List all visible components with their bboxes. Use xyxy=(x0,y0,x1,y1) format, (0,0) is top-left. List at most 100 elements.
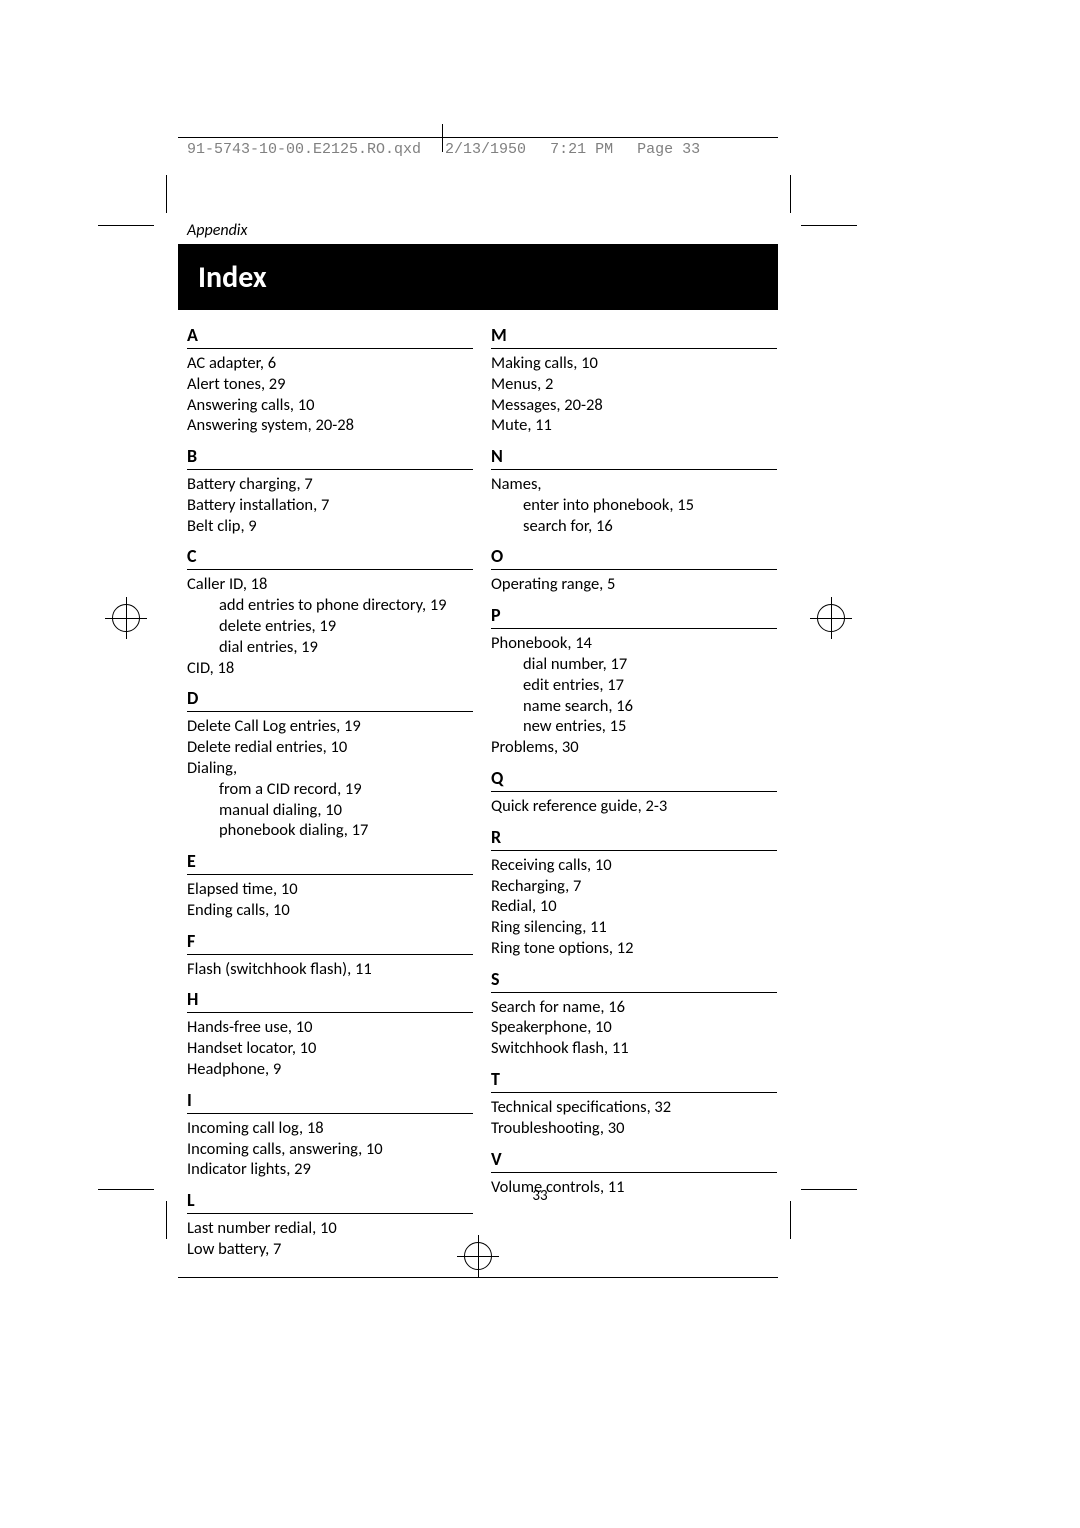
index-entry: phonebook dialing, 17 xyxy=(187,820,473,841)
divider xyxy=(491,628,777,629)
crop-mark xyxy=(790,175,791,213)
index-entry: enter into phonebook, 15 xyxy=(491,495,777,516)
index-letter: Q xyxy=(491,767,777,789)
index-entry: Mute, 11 xyxy=(491,415,777,436)
index-entries: Flash (switchhook flash), 11 xyxy=(187,959,473,980)
index-letter: V xyxy=(491,1148,777,1170)
index-entry: Ring silencing, 11 xyxy=(491,917,777,938)
index-entry: Elapsed time, 10 xyxy=(187,879,473,900)
section-label: Appendix xyxy=(187,221,247,240)
crop-mark xyxy=(442,124,443,152)
index-letter: B xyxy=(187,445,473,467)
index-entry: Problems, 30 xyxy=(491,737,777,758)
index-entries: Delete Call Log entries, 19Delete redial… xyxy=(187,716,473,841)
index-right-column: M Making calls, 10Menus, 2Messages, 20-28… xyxy=(491,324,777,1260)
index-entries: Quick reference guide, 2-3 xyxy=(491,796,777,817)
index-entry: Speakerphone, 10 xyxy=(491,1017,777,1038)
index-entry: Answering calls, 10 xyxy=(187,395,473,416)
crop-mark xyxy=(790,1201,791,1239)
index-entry: Names, xyxy=(491,474,777,495)
divider xyxy=(187,954,473,955)
index-letter: D xyxy=(187,687,473,709)
index-entry: Answering system, 20-28 xyxy=(187,415,473,436)
index-entry: Quick reference guide, 2-3 xyxy=(491,796,777,817)
index-entry: Troubleshooting, 30 xyxy=(491,1118,777,1139)
index-entry: Ending calls, 10 xyxy=(187,900,473,921)
divider xyxy=(187,711,473,712)
index-entry: Incoming call log, 18 xyxy=(187,1118,473,1139)
index-entry: Battery charging, 7 xyxy=(187,474,473,495)
index-entry: AC adapter, 6 xyxy=(187,353,473,374)
index-letter: H xyxy=(187,988,473,1010)
divider xyxy=(187,1213,473,1214)
index-entries: Names,enter into phonebook, 15search for… xyxy=(491,474,777,536)
index-letter: A xyxy=(187,324,473,346)
index-letter: O xyxy=(491,545,777,567)
index-entries: Making calls, 10Menus, 2Messages, 20-28M… xyxy=(491,353,777,436)
index-entry: Battery installation, 7 xyxy=(187,495,473,516)
index-entry: delete entries, 19 xyxy=(187,616,473,637)
print-time: 7:21 PM xyxy=(550,141,613,158)
page-title: Index xyxy=(198,259,267,296)
index-entry: manual dialing, 10 xyxy=(187,800,473,821)
index-entries: Last number redial, 10Low battery, 7 xyxy=(187,1218,473,1260)
divider xyxy=(491,1092,777,1093)
crop-mark xyxy=(166,1201,167,1239)
index-entry: CID, 18 xyxy=(187,658,473,679)
index-entry: Flash (switchhook flash), 11 xyxy=(187,959,473,980)
index-letter: S xyxy=(491,968,777,990)
divider xyxy=(491,348,777,349)
index-entry: new entries, 15 xyxy=(491,716,777,737)
index-letter: P xyxy=(491,604,777,626)
divider xyxy=(187,348,473,349)
index-letter: M xyxy=(491,324,777,346)
index-entry: Redial, 10 xyxy=(491,896,777,917)
index-entry: Hands-free use, 10 xyxy=(187,1017,473,1038)
divider xyxy=(491,569,777,570)
divider xyxy=(491,992,777,993)
page-number: 33 xyxy=(0,1187,1080,1205)
crop-mark xyxy=(126,597,127,639)
print-preview-header: 91-5743-10-00.E2125.RO.qxd 2/13/1950 7:2… xyxy=(187,141,700,158)
index-entry: search for, 16 xyxy=(491,516,777,537)
index-left-column: A AC adapter, 6Alert tones, 29Answering c… xyxy=(187,324,473,1260)
index-entry: dial entries, 19 xyxy=(187,637,473,658)
index-entry: Technical specifications, 32 xyxy=(491,1097,777,1118)
index-entries: Phonebook, 14dial number, 17edit entries… xyxy=(491,633,777,758)
index-entries: Incoming call log, 18Incoming calls, ans… xyxy=(187,1118,473,1180)
divider xyxy=(187,1012,473,1013)
index-entry: Caller ID, 18 xyxy=(187,574,473,595)
index-entry: Headphone, 9 xyxy=(187,1059,473,1080)
index-entry: Switchhook flash, 11 xyxy=(491,1038,777,1059)
index-entries: Search for name, 16Speakerphone, 10Switc… xyxy=(491,997,777,1059)
divider xyxy=(187,469,473,470)
index-entry: Delete redial entries, 10 xyxy=(187,737,473,758)
index-letter: N xyxy=(491,445,777,467)
index-entry: from a CID record, 19 xyxy=(187,779,473,800)
index-letter: R xyxy=(491,826,777,848)
index-entries: AC adapter, 6Alert tones, 29Answering ca… xyxy=(187,353,473,436)
divider xyxy=(187,874,473,875)
print-filename: 91-5743-10-00.E2125.RO.qxd xyxy=(187,141,421,158)
index-entry: edit entries, 17 xyxy=(491,675,777,696)
index-entry: Making calls, 10 xyxy=(491,353,777,374)
index-letter: E xyxy=(187,850,473,872)
index-entry: Phonebook, 14 xyxy=(491,633,777,654)
title-bar: Index xyxy=(178,244,778,310)
index-entry: Incoming calls, answering, 10 xyxy=(187,1139,473,1160)
index-entry: Alert tones, 29 xyxy=(187,374,473,395)
crop-mark xyxy=(831,597,832,639)
print-pageinfo: Page 33 xyxy=(637,141,700,158)
index-entry: Dialing, xyxy=(187,758,473,779)
index-entry: Indicator lights, 29 xyxy=(187,1159,473,1180)
index-entry: Belt clip, 9 xyxy=(187,516,473,537)
index-entry: Messages, 20-28 xyxy=(491,395,777,416)
index-entry: Operating range, 5 xyxy=(491,574,777,595)
crop-mark xyxy=(98,225,154,226)
index-entries: Battery charging, 7Battery installation,… xyxy=(187,474,473,536)
index-entry: Delete Call Log entries, 19 xyxy=(187,716,473,737)
print-date: 2/13/1950 xyxy=(445,141,526,158)
index-entry: Handset locator, 10 xyxy=(187,1038,473,1059)
index-entries: Technical specifications, 32Troubleshoot… xyxy=(491,1097,777,1139)
crop-mark xyxy=(166,175,167,213)
